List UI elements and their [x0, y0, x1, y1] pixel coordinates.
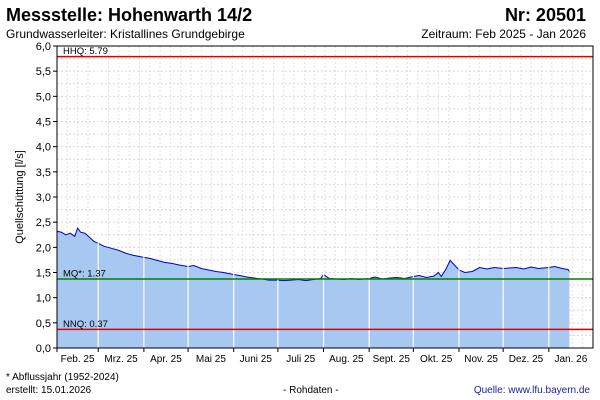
- y-tick-label: 4,5: [36, 117, 51, 129]
- source-info: Quelle: www.lfu.bayern.de: [474, 385, 590, 396]
- y-tick-label: 4,0: [36, 142, 51, 154]
- y-tick-label: 5,0: [36, 91, 51, 103]
- x-tick-label: Dez. 25: [509, 354, 544, 365]
- y-tick-label: 3,0: [36, 192, 51, 204]
- y-axis: 0,0 0,5 1,0 1,5 2,0 2,5 3,0 3,5 4,0 4,5 5,0 5,5 6,0: [36, 41, 57, 355]
- y-axis-label: Quellschüttung [l/s]: [14, 150, 26, 244]
- x-tick-label: Sept. 25: [373, 354, 411, 365]
- footnote: * Abflussjahr (1952-2024): [6, 372, 119, 383]
- x-tick-label: Juni 25: [240, 354, 273, 365]
- created-label: erstellt:: [6, 385, 39, 396]
- station-title: Messstelle: Hohenwarth 14/2: [6, 5, 253, 25]
- y-tick-label: 5,5: [36, 66, 51, 78]
- source-link[interactable]: www.lfu.bayern.de: [508, 385, 590, 396]
- aquifer-label: Grundwasserleiter: Kristallines Grundgeb…: [6, 27, 245, 41]
- x-tick-label: Juli 25: [286, 354, 315, 365]
- x-tick-label: Mrz. 25: [104, 354, 138, 365]
- y-tick-label: 6,0: [36, 41, 51, 53]
- created-info: erstellt: 15.01.2026: [6, 385, 91, 396]
- period-label: Zeitraum: Feb 2025 - Jan 2026: [421, 27, 586, 41]
- y-tick-label: 2,0: [36, 242, 51, 254]
- y-tick-label: 1,0: [36, 293, 51, 305]
- created-date: 15.01.2026: [41, 385, 92, 396]
- reference-line-label: NNQ: 0.37: [63, 319, 108, 330]
- y-tick-label: 0,5: [36, 318, 51, 330]
- x-tick-label: Okt. 25: [420, 354, 453, 365]
- y-tick-label: 3,5: [36, 167, 51, 179]
- reference-line-label: MQ*: 1.37: [63, 269, 106, 280]
- x-tick-label: Aug. 25: [329, 354, 364, 365]
- reference-lines: HHQ: 5.79 MQ*: 1.37 NNQ: 0.37: [57, 46, 593, 331]
- source-label: Quelle:: [473, 385, 506, 396]
- y-tick-label: 0,0: [36, 343, 51, 355]
- y-tick-label: 2,5: [36, 217, 51, 229]
- x-tick-label: Apr. 25: [150, 354, 182, 365]
- month-separators: [97, 46, 550, 348]
- x-tick-label: Feb. 25: [61, 354, 95, 365]
- x-axis: Feb. 25 Mrz. 25 Apr. 25 Mai 25 Juni 25 Juli 2…: [56, 348, 588, 365]
- y-tick-label: 1,5: [36, 268, 51, 280]
- raw-data-note: - Rohdaten -: [283, 385, 339, 396]
- x-tick-label: Jan. 26: [555, 354, 588, 365]
- discharge-line: [56, 227, 570, 282]
- discharge-area: [57, 228, 570, 348]
- x-tick-label: Mai 25: [196, 354, 226, 365]
- station-number: Nr: 20501: [504, 5, 586, 25]
- x-tick-label: Nov. 25: [464, 354, 498, 365]
- reference-line-label: HHQ: 5.79: [63, 46, 108, 57]
